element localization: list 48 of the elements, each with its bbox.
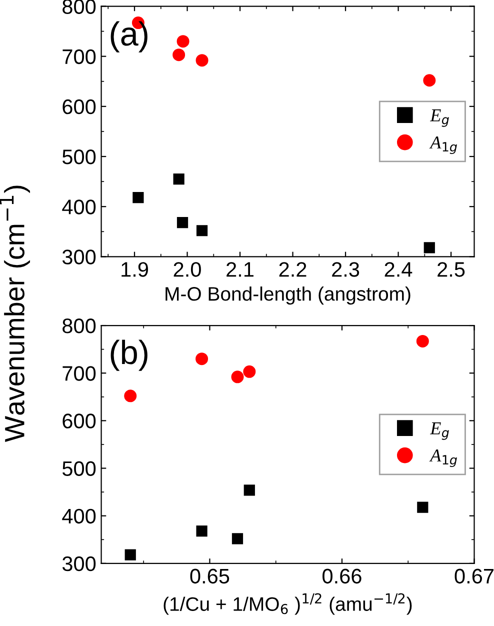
point	[243, 365, 256, 378]
x-tick-label: 0.67	[454, 568, 494, 584]
point	[423, 74, 436, 87]
x-axis-title: (1/Cu + 1/MO$_{6}$ )$^{1/2}$ (amu$^{−1/2}$)	[164, 593, 412, 615]
legend-label: E$_{g}$	[430, 109, 449, 127]
point	[196, 525, 208, 537]
legend-label: E$_{g}$	[430, 422, 449, 440]
y-tick-label: 600	[62, 99, 96, 114]
y-tick-label: 600	[62, 414, 96, 428]
y-tick-label: 400	[62, 200, 96, 214]
legend-label: A$_{1g}$	[429, 136, 457, 154]
point	[176, 35, 190, 48]
point	[231, 370, 244, 384]
x-tick-label: 2.1	[226, 262, 254, 277]
y-tick-label: 700	[62, 366, 96, 381]
point	[176, 217, 188, 228]
y-tick-label: 400	[62, 508, 96, 524]
legend-label: A$_{1g}$	[429, 450, 457, 468]
point	[244, 484, 255, 496]
point	[172, 48, 186, 62]
y-tick-label: 500	[62, 461, 96, 476]
point	[132, 192, 144, 204]
x-axis-title: M-O Bond-length (angstrom)	[166, 286, 410, 305]
point	[417, 502, 428, 513]
y-tick-label: 700	[62, 49, 96, 64]
x-tick-label: 1.9	[122, 262, 148, 277]
x-tick-label: 2.5	[438, 262, 465, 277]
x-tick-label: 0.65	[190, 568, 230, 584]
x-tick-label: 0.66	[322, 568, 362, 584]
y-tick-label: 800	[62, 318, 96, 334]
x-tick-label: 2.0	[174, 262, 201, 277]
point	[124, 549, 136, 560]
point	[124, 390, 137, 402]
point	[196, 352, 208, 366]
y-tick-label: 300	[62, 250, 96, 264]
point	[196, 54, 208, 67]
x-tick-label: 2.4	[384, 262, 412, 277]
point	[232, 533, 244, 544]
y-tick-label: 300	[62, 556, 96, 572]
point	[173, 173, 184, 185]
x-tick-label: 2.3	[332, 262, 360, 277]
point	[196, 225, 208, 236]
y-tick-label: 500	[62, 150, 96, 164]
annotation: (b)	[110, 340, 148, 371]
annotation: (a)	[110, 21, 148, 52]
x-tick-label: 2.2	[279, 262, 306, 277]
point	[416, 334, 429, 348]
point	[424, 242, 435, 254]
